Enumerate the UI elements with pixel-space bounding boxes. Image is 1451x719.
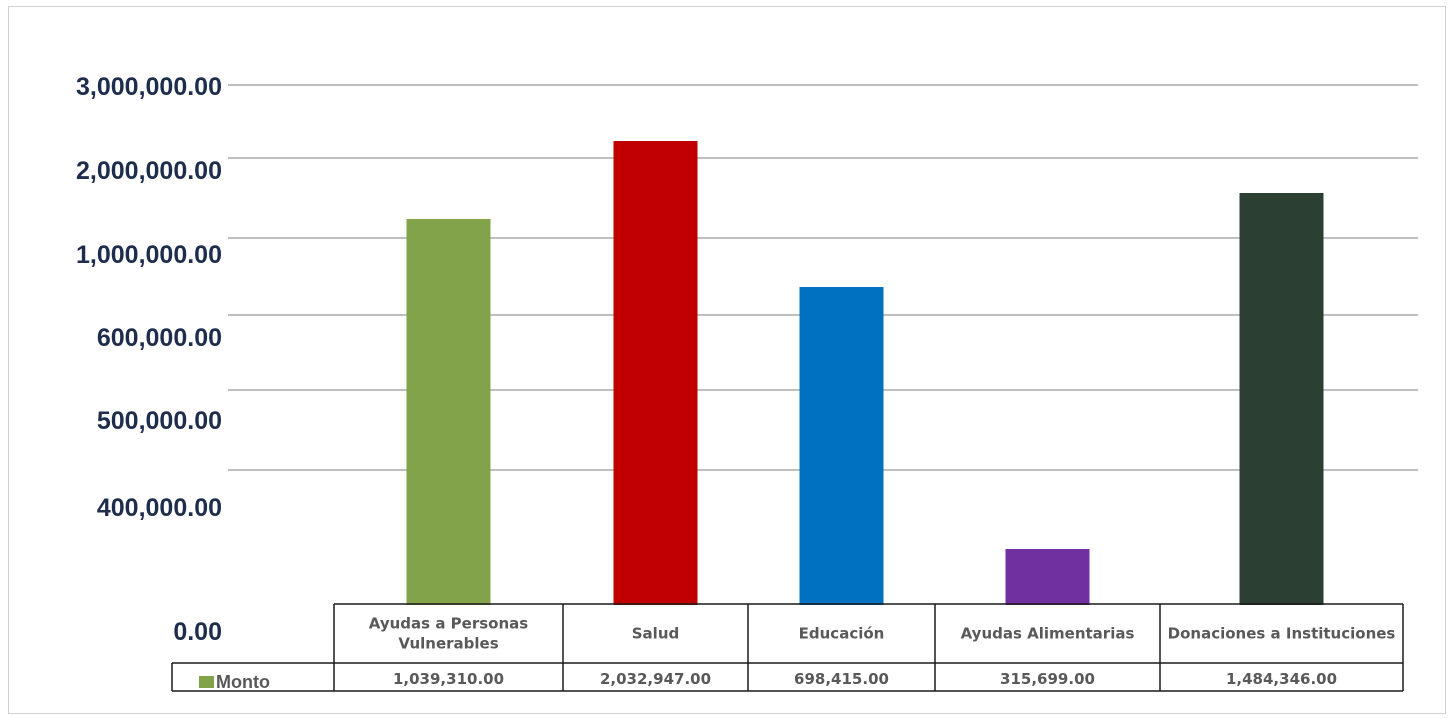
y-tick-label: 400,000.00: [97, 494, 222, 522]
bar: [1005, 549, 1090, 605]
bar: [406, 219, 491, 605]
y-tick-label: 500,000.00: [97, 407, 222, 435]
y-tick-label: 600,000.00: [97, 324, 222, 352]
y-tick-label: 2,000,000.00: [76, 157, 222, 185]
category-label: Salud: [632, 625, 679, 643]
data-label: 1,039,310.00: [393, 670, 504, 688]
y-tick-label: 0.00: [173, 618, 222, 646]
data-label: 698,415.00: [794, 670, 889, 688]
y-tick-label: 3,000,000.00: [76, 73, 222, 101]
category-label: Donaciones a Instituciones: [1168, 625, 1396, 643]
legend-swatch: [199, 676, 214, 688]
bar: [799, 287, 884, 605]
data-label: 2,032,947.00: [600, 670, 711, 688]
category-label: Educación: [799, 625, 885, 643]
y-tick-label: 1,000,000.00: [76, 241, 222, 269]
data-label: 1,484,346.00: [1226, 670, 1337, 688]
legend-label: Monto: [216, 672, 270, 692]
chart-frame: [8, 6, 1446, 714]
data-label: 315,699.00: [1000, 670, 1095, 688]
category-label: Ayudas a Personas: [369, 615, 528, 633]
bar: [1239, 193, 1324, 605]
category-label: Vulnerables: [398, 635, 498, 653]
category-label: Ayudas Alimentarias: [961, 625, 1135, 643]
bar: [613, 141, 698, 605]
